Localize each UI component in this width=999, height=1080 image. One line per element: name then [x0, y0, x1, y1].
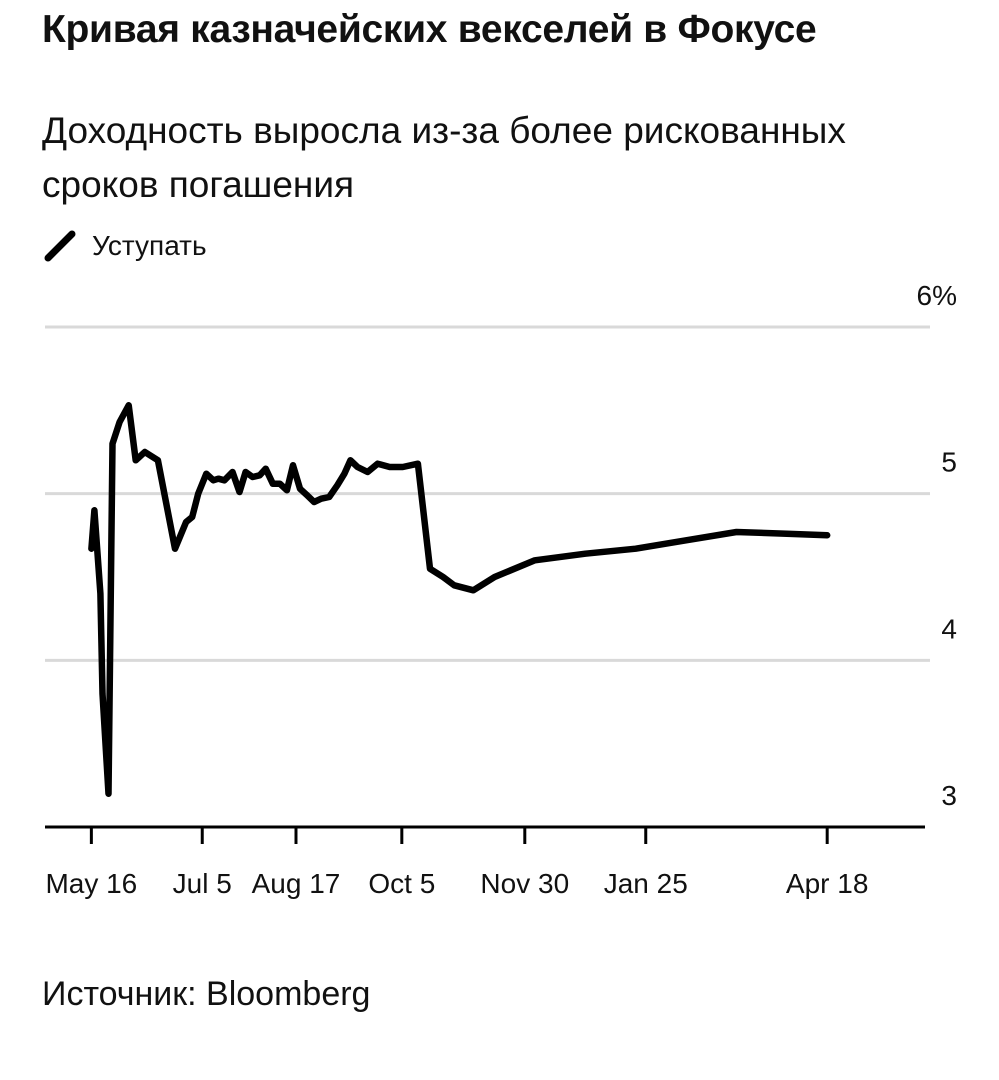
chart-subtitle: Доходность выросла из-за более рискованн…: [42, 110, 846, 205]
x-axis: [45, 825, 925, 844]
x-tick-label-2: Aug 17: [252, 868, 341, 899]
y-tick-label-2: 5: [941, 447, 957, 478]
grid-lines: [45, 325, 930, 662]
series-lines: [88, 402, 831, 797]
x-tick-label-3: Oct 5: [368, 868, 435, 899]
x-tick-label-4: Nov 30: [480, 868, 569, 899]
x-tick-label-1: Jul 5: [173, 868, 232, 899]
legend-line-icon: [44, 230, 76, 262]
x-tick-labels: May 16 Jul 5 Aug 17 Oct 5 Nov 30 Jan 25 Apr 18: [45, 868, 868, 899]
x-tick-label-5: Jan 25: [604, 868, 688, 899]
series-line-0: [88, 402, 831, 797]
y-tick-labels: 3 4 5 6%: [917, 280, 957, 811]
legend-label-yield: Уступать: [92, 230, 207, 261]
x-tick-label-0: May 16: [45, 868, 137, 899]
y-tick-label-1: 4: [941, 613, 957, 644]
y-tick-label-3: 6%: [917, 280, 957, 311]
chart-title: Кривая казначейских векселей в Фокусе: [42, 8, 817, 51]
chart-plot-area: 3 4 5 6% May 16 Jul 5 Aug 17 Oct 5 Nov 30 Jan 25…: [45, 280, 957, 899]
x-tick-label-6: Apr 18: [786, 868, 869, 899]
legend: Уступать: [42, 226, 207, 266]
y-tick-label-0: 3: [941, 780, 957, 811]
source-note: Источник: Bloomberg: [42, 975, 371, 1013]
